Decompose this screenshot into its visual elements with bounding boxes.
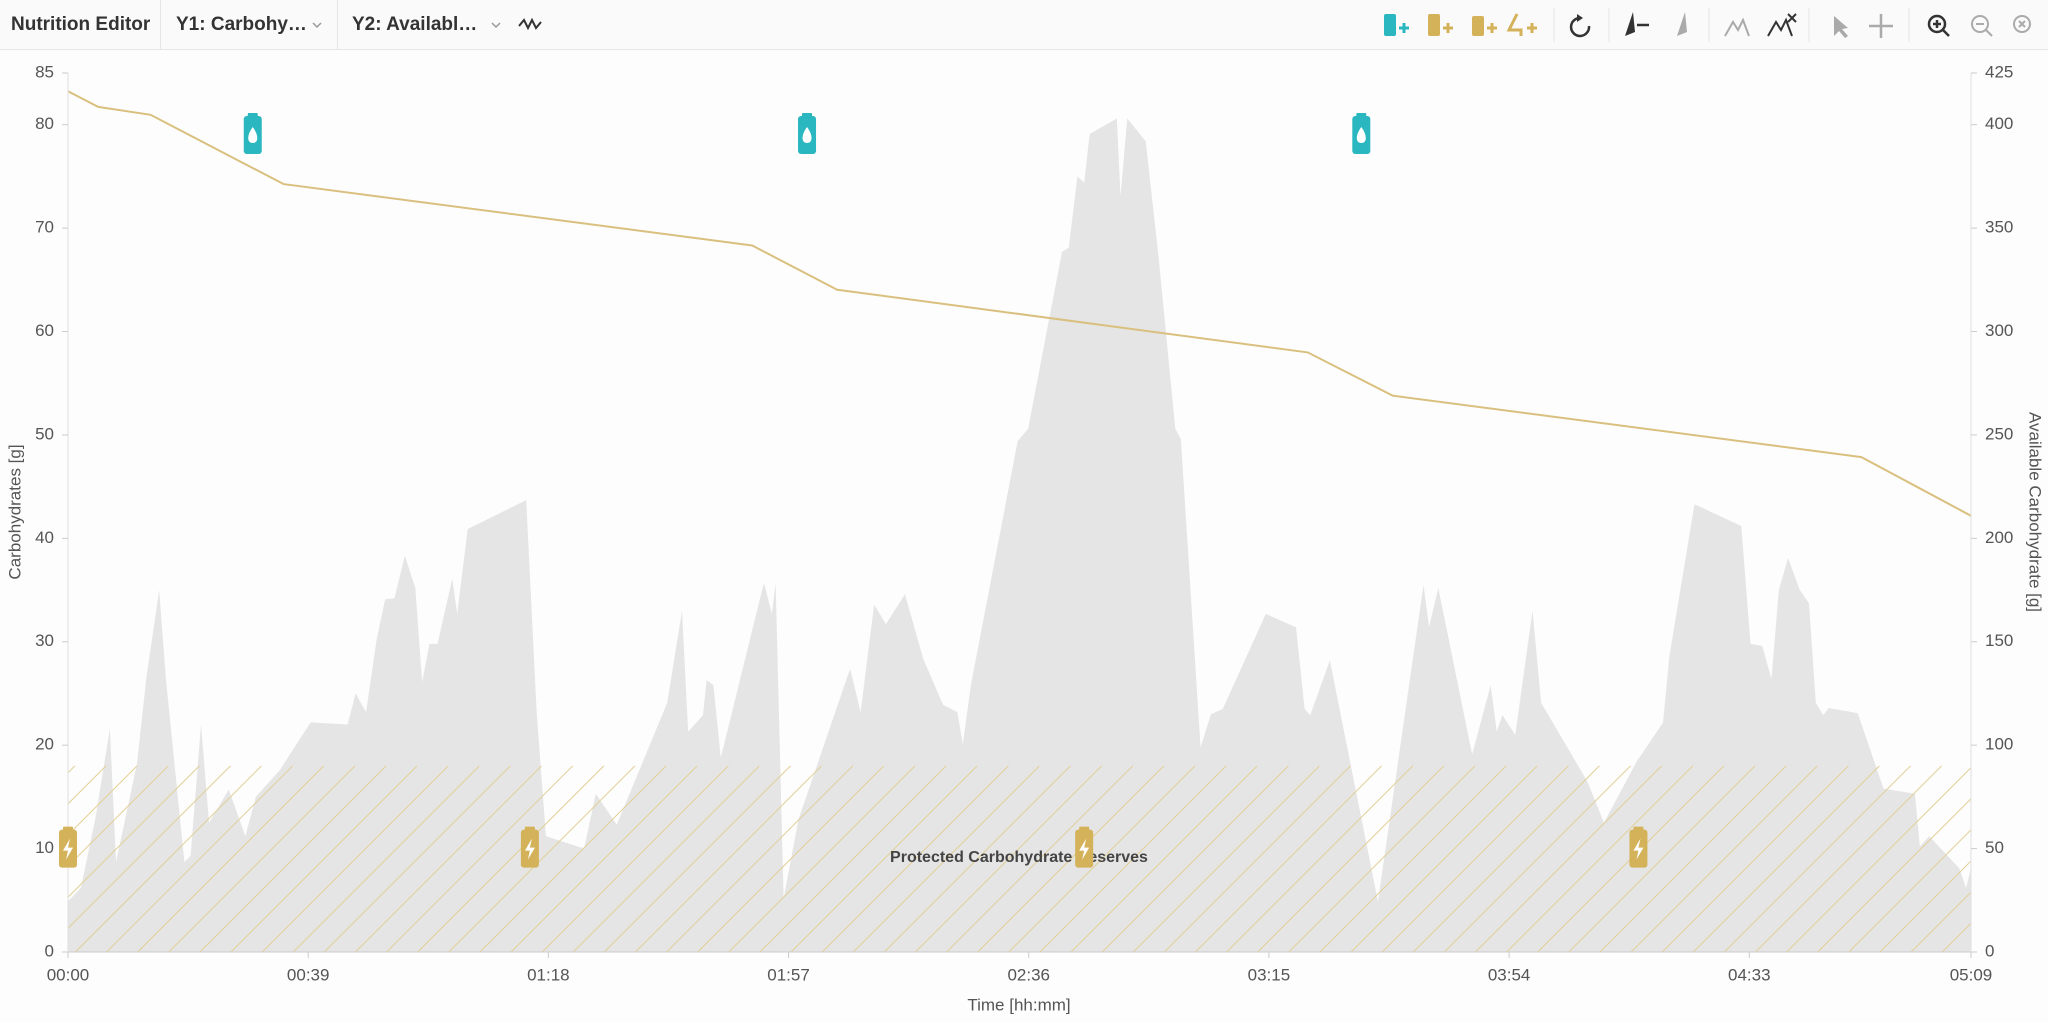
y1-select[interactable]: Y1: Carbohy… xyxy=(176,14,307,35)
select-tool[interactable] xyxy=(1834,16,1848,38)
pan-tool[interactable] xyxy=(1869,14,1893,38)
available-carbohydrate-line xyxy=(67,90,1972,517)
gel-marker xyxy=(1075,826,1094,868)
x-tick-label: 03:15 xyxy=(1248,965,1291,984)
y-tick-label: 0 xyxy=(45,941,54,960)
y2-select[interactable]: Y2: Availabl… xyxy=(352,14,478,35)
drink-marker xyxy=(243,113,262,155)
gel-marker-bolt xyxy=(524,838,535,860)
drink-marker xyxy=(1352,113,1371,155)
x-tick-label: 04:33 xyxy=(1728,965,1771,984)
x-axis-title: Time [hh:mm] xyxy=(967,995,1070,1014)
plot-area xyxy=(67,90,1972,953)
zoom-reset[interactable] xyxy=(2013,15,2031,33)
toolbar: Nutrition Editor Y1: Carbohy… Y2: Availa… xyxy=(0,0,2048,50)
y2-tick-label: 150 xyxy=(1985,631,2013,650)
x-tick-label: 02:36 xyxy=(1007,965,1050,984)
x-tick-label: 00:39 xyxy=(287,965,330,984)
y-axis-title: Carbohydrates [g] xyxy=(5,444,24,579)
y2-tick-label: 350 xyxy=(1985,218,2013,237)
gel-marker xyxy=(520,826,539,868)
peaks-check[interactable] xyxy=(1724,17,1750,37)
x-tick-label: 01:18 xyxy=(527,965,570,984)
add-gel[interactable] xyxy=(1428,14,1453,36)
gel-marker xyxy=(59,826,77,868)
y2-tick-label: 200 xyxy=(1985,528,2013,547)
x-tick-label: 03:54 xyxy=(1488,965,1531,984)
y-tick-label: 85 xyxy=(35,62,54,81)
y2-tick-label: 0 xyxy=(1985,941,1994,960)
app-title: Nutrition Editor xyxy=(11,14,151,35)
gel-marker-bolt xyxy=(63,838,73,860)
y-tick-label: 80 xyxy=(35,114,54,133)
separator xyxy=(160,0,161,49)
y2-tick-label: 250 xyxy=(1985,424,2013,443)
add-drink[interactable] xyxy=(1384,14,1409,36)
y-tick-label: 30 xyxy=(35,631,54,650)
dropdown-arrow[interactable] xyxy=(490,20,502,30)
y2-tick-label: 300 xyxy=(1985,321,2013,340)
y2-tick-label: 425 xyxy=(1985,62,2013,81)
x-tick-label: 00:00 xyxy=(47,965,90,984)
add-bar[interactable] xyxy=(1472,16,1497,36)
protected-reserve-label: Protected Carbohydrate Reserves xyxy=(890,849,1148,866)
route-a[interactable] xyxy=(1625,12,1649,36)
peaks-remove[interactable] xyxy=(1767,13,1797,37)
y-tick-label: 50 xyxy=(35,424,54,443)
y2-tick-label: 50 xyxy=(1985,838,2004,857)
zoom-out[interactable] xyxy=(1971,15,1993,37)
route-b[interactable] xyxy=(1677,12,1687,36)
y-tick-label: 10 xyxy=(35,838,54,857)
gel-marker-bolt xyxy=(1633,838,1644,860)
x-tick-label: 01:57 xyxy=(767,965,810,984)
gel-marker xyxy=(1629,826,1648,868)
dropdown-arrow[interactable] xyxy=(311,20,323,30)
y-tick-label: 70 xyxy=(35,218,54,237)
y2-tick-label: 100 xyxy=(1985,735,2013,754)
zoom-in[interactable] xyxy=(1927,14,1950,37)
separator xyxy=(337,0,338,49)
carbohydrate-area xyxy=(68,118,1971,953)
line-style-button[interactable] xyxy=(517,14,543,34)
y-tick-label: 20 xyxy=(35,735,54,754)
y2-axis-title: Available Carbohydrate [g] xyxy=(2026,412,2045,612)
y-tick-label: 40 xyxy=(35,528,54,547)
drink-marker-drop xyxy=(802,127,812,144)
toolbar-icons xyxy=(1384,8,2031,42)
drink-marker-drop xyxy=(1356,127,1366,144)
refresh[interactable] xyxy=(1569,14,1591,38)
y2-tick-label: 400 xyxy=(1985,114,2013,133)
add-custom[interactable] xyxy=(1506,13,1537,36)
protected-reserve-band xyxy=(68,765,1971,952)
drink-marker xyxy=(798,113,817,155)
y-tick-label: 60 xyxy=(35,321,54,340)
drink-marker-drop xyxy=(248,127,258,144)
gel-marker-bolt xyxy=(1079,838,1090,860)
x-tick-label: 05:09 xyxy=(1950,965,1993,984)
